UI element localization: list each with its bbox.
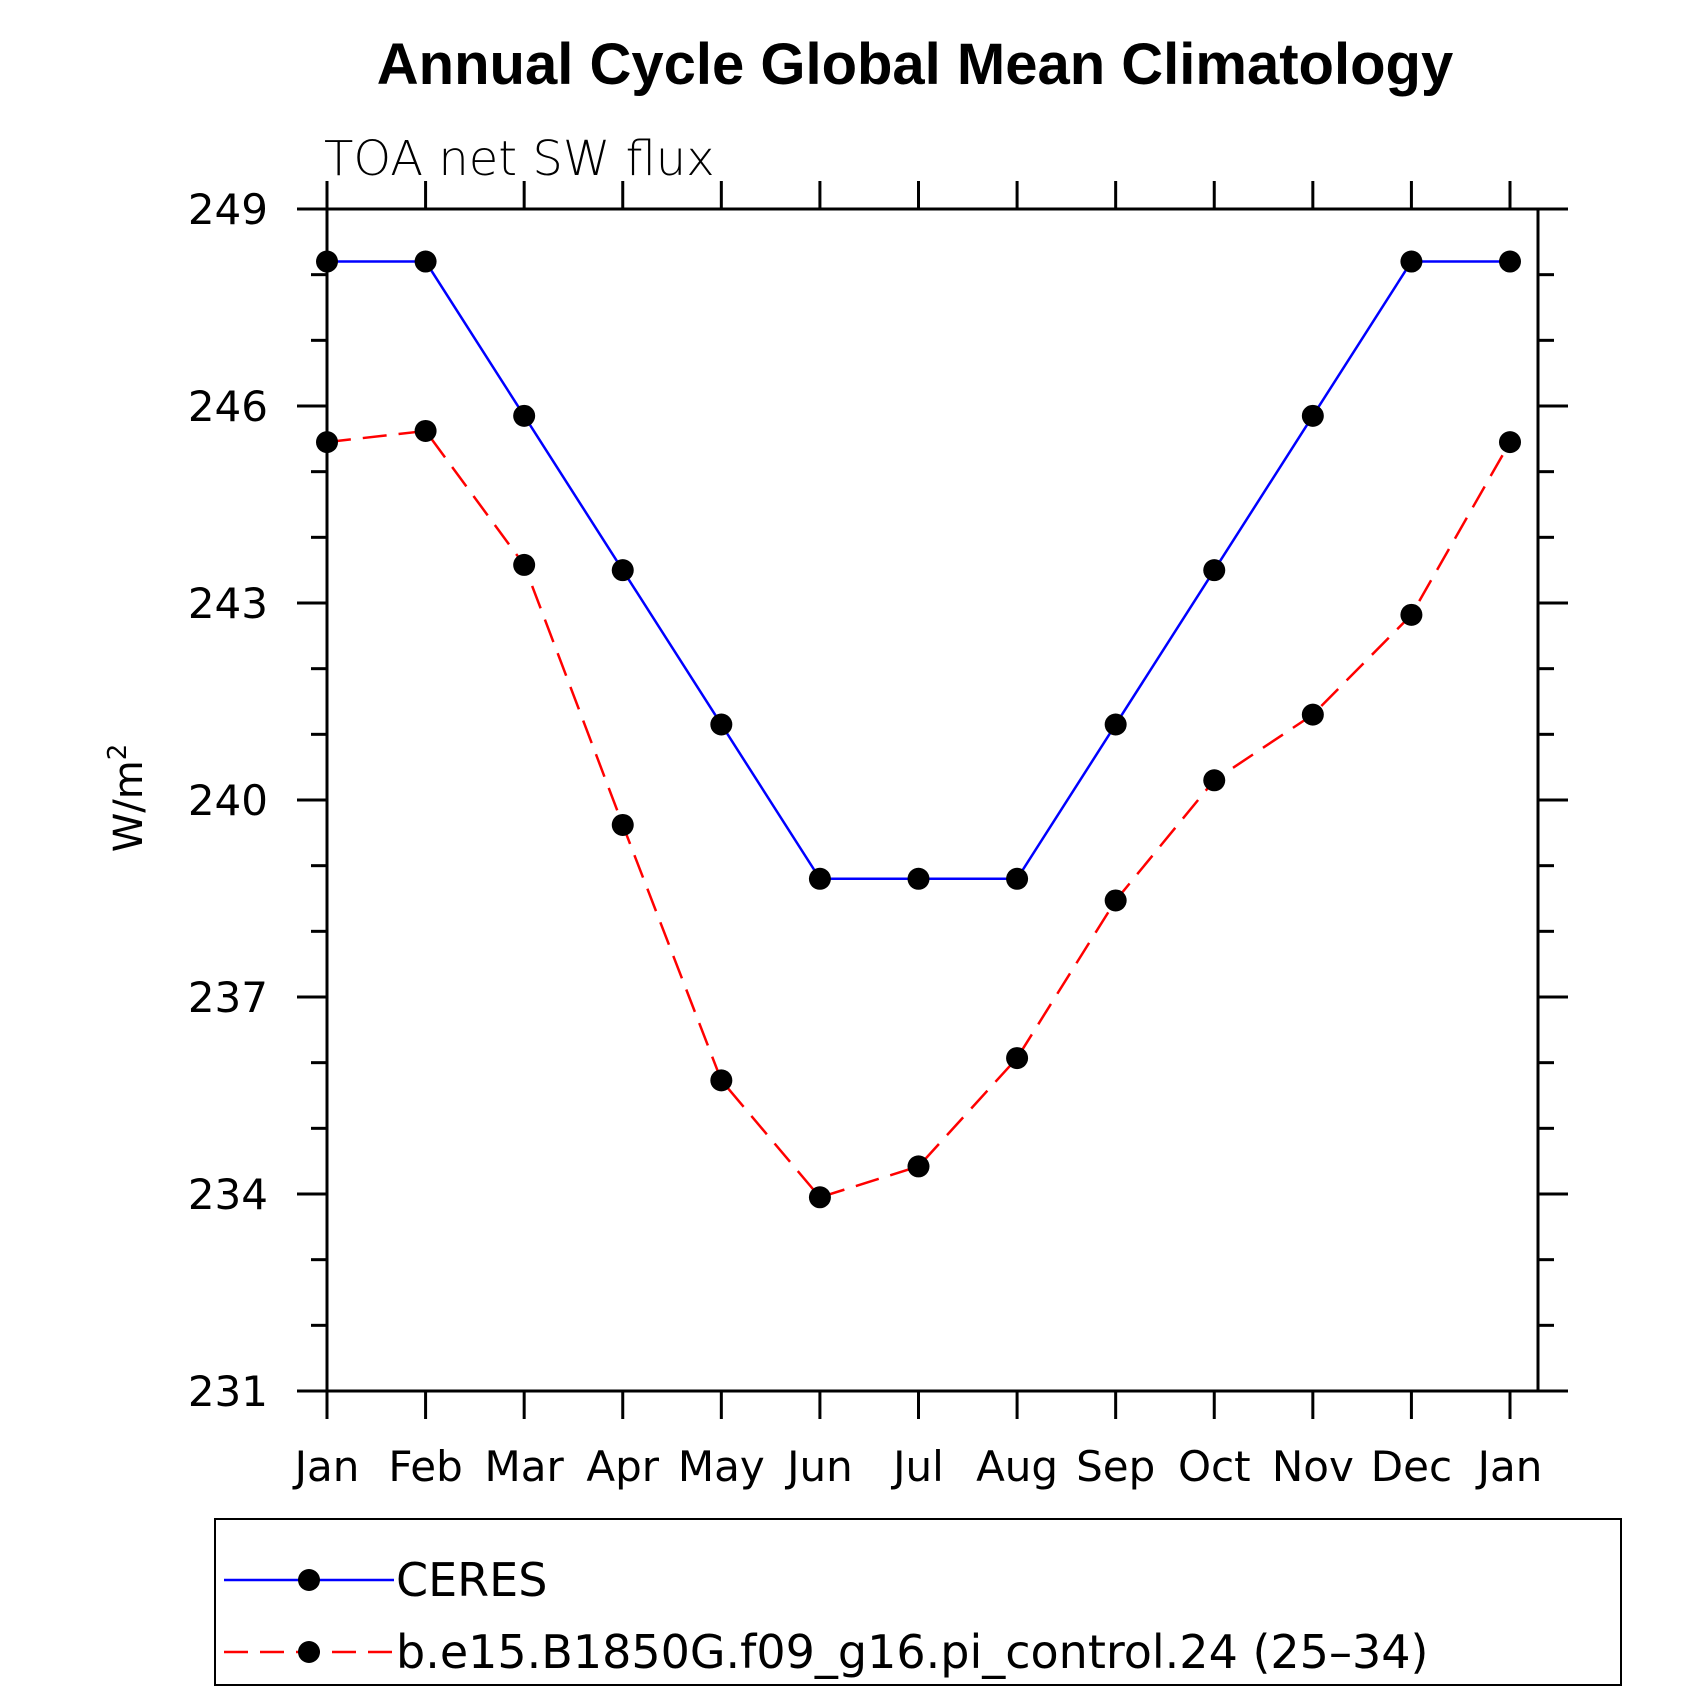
svg-text:W/m2: W/m2 — [103, 744, 152, 853]
series-1-point — [1104, 713, 1127, 736]
series-1-point — [808, 867, 831, 890]
legend: CERES b.e15.B1850G.f09_g16.pi_control.24 … — [224, 1553, 1428, 1679]
series-2-point — [611, 813, 634, 836]
y-tick-label: 240 — [188, 776, 268, 825]
series-2-point — [1006, 1047, 1029, 1070]
series-1-point — [1499, 250, 1521, 273]
series-1-point — [1203, 559, 1226, 582]
series-2-point — [808, 1186, 831, 1209]
legend-marker-2 — [298, 1641, 320, 1663]
series-2-point — [1203, 769, 1226, 792]
series-1-point — [1301, 404, 1324, 427]
x-tick-label: Dec — [1371, 1442, 1452, 1491]
y-tick-label: 243 — [188, 579, 268, 628]
x-tick-labels: Jan Feb Mar Apr May Jun Jul Aug Sep Oct Nov Dec Jan — [292, 1442, 1543, 1491]
series-1-point — [1400, 250, 1423, 273]
x-tick-label: Mar — [485, 1442, 565, 1491]
series-line-1 — [327, 260, 1510, 881]
y-tick-label: 249 — [188, 185, 268, 234]
x-tick-label: Oct — [1178, 1442, 1251, 1491]
y-axis-label-superscript: 2 — [103, 744, 133, 761]
series-layer — [316, 250, 1521, 1209]
legend-box — [214, 1518, 1622, 1686]
y-tick-label: 231 — [188, 1367, 268, 1416]
chart-title: Annual Cycle Global Mean Climatology — [377, 32, 1453, 97]
legend-label-1: CERES — [396, 1553, 547, 1607]
series-2-point — [316, 431, 338, 454]
y-tick-label: 237 — [188, 973, 268, 1022]
y-tick-label: 246 — [188, 382, 268, 431]
series-2-point — [710, 1069, 733, 1092]
x-tick-label: Aug — [976, 1442, 1058, 1491]
chart-subtitle: TOA net SW flux — [324, 131, 715, 187]
series-2-point — [1301, 703, 1324, 726]
series-line-2 — [326, 429, 1512, 1199]
series-1-point — [316, 250, 338, 273]
x-tick-label: Jan — [292, 1442, 360, 1491]
series-1-point — [907, 867, 930, 890]
x-tick-label: Jul — [890, 1442, 944, 1491]
plot-frame — [325, 207, 1540, 1393]
x-tick-label: Sep — [1076, 1442, 1155, 1491]
x-tick-label: May — [678, 1442, 765, 1491]
x-tick-label: Nov — [1272, 1442, 1354, 1491]
series-2-point — [1104, 889, 1127, 912]
series-1-point — [1006, 867, 1029, 890]
legend-label-2: b.e15.B1850G.f09_g16.pi_control.24 (25–3… — [396, 1625, 1428, 1679]
y-tick-label: 234 — [188, 1170, 268, 1219]
series-2-point — [907, 1155, 930, 1178]
x-tick-label: Jan — [1475, 1442, 1543, 1491]
axes — [297, 181, 1568, 1419]
series-1-point — [611, 559, 634, 582]
legend-marker-1 — [298, 1569, 320, 1591]
series-2-point — [1400, 603, 1423, 626]
y-axis-label-text: W/m — [106, 760, 152, 852]
series-1-point — [710, 713, 733, 736]
series-1-point — [414, 250, 437, 273]
y-axis-label: W/m2 — [103, 744, 152, 853]
series-2-point — [1499, 431, 1521, 454]
y-tick-labels: 249 246 243 240 237 234 231 — [188, 185, 268, 1416]
x-tick-label: Jun — [784, 1442, 853, 1491]
x-tick-label: Apr — [586, 1442, 659, 1491]
series-1-point — [513, 404, 536, 427]
series-2-point — [414, 419, 437, 442]
series-2-point — [513, 553, 536, 576]
x-tick-label: Feb — [388, 1442, 462, 1491]
